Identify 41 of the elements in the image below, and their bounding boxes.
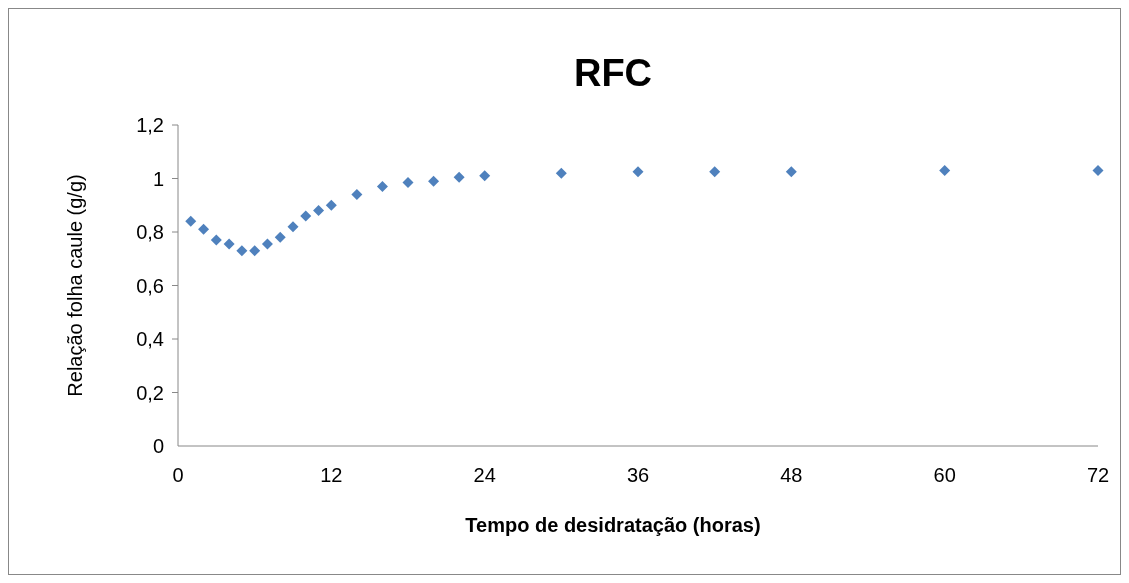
point [402, 177, 414, 189]
point [287, 221, 299, 233]
point [428, 175, 440, 187]
point [479, 170, 491, 182]
x-tick-label: 0 [172, 464, 184, 486]
point [210, 234, 222, 246]
x-tick-label: 72 [1086, 464, 1110, 486]
y-tick-label: 0,6 [136, 274, 164, 297]
y-tick-label: 0,8 [136, 221, 164, 243]
point [236, 245, 248, 257]
point [274, 231, 286, 243]
point [632, 166, 644, 178]
y-tick-label: 0,2 [136, 381, 164, 404]
x-tick-label: 48 [780, 464, 803, 486]
x-axis-title: Tempo de desidratação (horas) [465, 514, 761, 536]
point [555, 167, 567, 179]
point [351, 189, 363, 201]
y-tick-label: 0,4 [136, 328, 164, 350]
point [249, 245, 261, 257]
y-axis-title: Relação folha caule (g/g) [64, 174, 86, 397]
point [313, 205, 325, 217]
point [1092, 164, 1104, 176]
point [325, 199, 337, 211]
point [223, 238, 235, 250]
point [261, 238, 273, 250]
point [785, 166, 797, 178]
point [376, 181, 388, 193]
point [300, 210, 312, 222]
x-tick-label: 36 [626, 464, 650, 486]
point [709, 166, 721, 178]
x-tick-label: 60 [933, 464, 956, 486]
point [939, 164, 951, 176]
point [198, 223, 210, 235]
y-tick-label: 1,2 [136, 114, 164, 136]
point [453, 171, 465, 183]
y-tick-label: 1 [152, 167, 164, 190]
x-tick-label: 24 [473, 464, 496, 486]
y-tick-label: 0 [152, 435, 164, 457]
point [185, 215, 197, 227]
chart-title: RFC [573, 52, 653, 94]
x-tick-label: 12 [320, 464, 343, 486]
